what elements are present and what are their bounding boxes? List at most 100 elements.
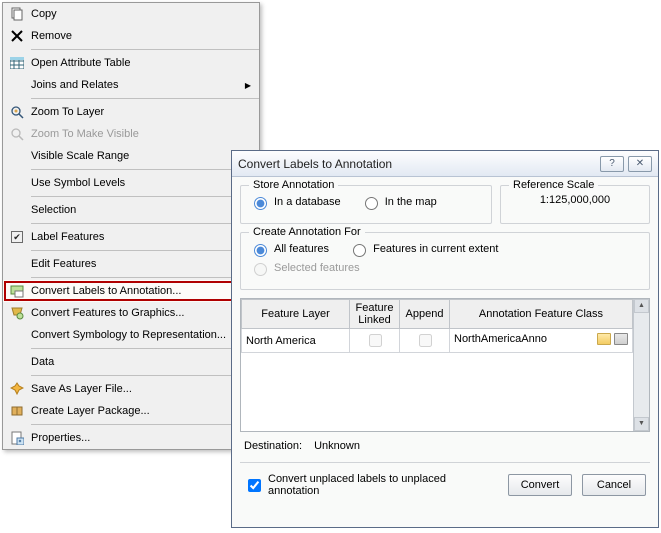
- menu-sep: [31, 250, 259, 251]
- create-annotation-for-group: Create Annotation For All features Featu…: [240, 232, 650, 290]
- radio-current-extent-label: Features in current extent: [373, 243, 498, 255]
- menu-copy-label: Copy: [31, 8, 251, 20]
- cell-feature-linked[interactable]: [350, 329, 400, 353]
- menu-data[interactable]: Data ▶: [3, 351, 259, 373]
- browse-icon[interactable]: [597, 333, 611, 345]
- menu-copy[interactable]: Copy: [3, 3, 259, 25]
- reference-scale-title: Reference Scale: [509, 179, 598, 191]
- menu-convert-features-to-graphics[interactable]: Convert Features to Graphics...: [3, 302, 259, 324]
- menu-properties-label: Properties...: [31, 432, 251, 444]
- properties-small-icon[interactable]: [614, 333, 628, 345]
- radio-all-features-label: All features: [274, 243, 329, 255]
- menu-open-attr-label: Open Attribute Table: [31, 57, 251, 69]
- reference-scale-group: Reference Scale 1:125,000,000: [500, 185, 650, 224]
- col-feature-layer: Feature Layer: [242, 300, 350, 329]
- cell-feature-layer: North America: [242, 329, 350, 353]
- radio-selected-features-label: Selected features: [274, 262, 360, 274]
- menu-use-symbol-levels[interactable]: Use Symbol Levels: [3, 172, 259, 194]
- layer-context-menu: Copy Remove Open Attribute Table Joins a…: [2, 2, 260, 450]
- menu-label-features[interactable]: ✔ Label Features: [3, 226, 259, 248]
- menu-sep: [31, 169, 259, 170]
- scroll-down-icon[interactable]: ▼: [634, 417, 649, 431]
- menu-create-layer-package[interactable]: Create Layer Package...: [3, 400, 259, 422]
- menu-remove-label: Remove: [31, 30, 251, 42]
- menu-sep: [31, 348, 259, 349]
- unplaced-label: Convert unplaced labels to unplaced anno…: [268, 473, 498, 497]
- radio-in-database[interactable]: In a database: [249, 194, 341, 210]
- menu-data-label: Data: [31, 356, 245, 368]
- properties-icon: [3, 431, 31, 445]
- divider: [240, 462, 650, 463]
- submenu-arrow-icon: ▶: [245, 81, 251, 90]
- feature-linked-checkbox: [369, 334, 382, 347]
- close-button[interactable]: ✕: [628, 156, 652, 172]
- menu-sep: [31, 98, 259, 99]
- dialog-title: Convert Labels to Annotation: [238, 157, 596, 171]
- remove-icon: [3, 30, 31, 42]
- zoom-icon: [3, 105, 31, 119]
- create-annotation-title: Create Annotation For: [249, 226, 365, 238]
- annotation-grid: Feature Layer Feature Linked Append Anno…: [240, 298, 650, 432]
- radio-all-features-input[interactable]: [254, 244, 267, 257]
- radio-current-extent[interactable]: Features in current extent: [348, 241, 498, 257]
- table-row[interactable]: North America NorthAmericaAnno: [242, 329, 633, 353]
- col-annotation-class: Annotation Feature Class: [450, 300, 633, 329]
- radio-in-database-label: In a database: [274, 196, 341, 208]
- menu-save-as-label: Save As Layer File...: [31, 383, 251, 395]
- help-button[interactable]: ?: [600, 156, 624, 172]
- destination-label: Destination:: [244, 440, 302, 452]
- menu-zoom-make-label: Zoom To Make Visible: [31, 128, 251, 140]
- radio-in-map-label: In the map: [385, 196, 437, 208]
- radio-current-extent-input[interactable]: [353, 244, 366, 257]
- radio-in-map-input[interactable]: [365, 197, 378, 210]
- menu-sep: [31, 375, 259, 376]
- menu-open-attribute-table[interactable]: Open Attribute Table: [3, 52, 259, 74]
- cell-append[interactable]: [400, 329, 450, 353]
- zoom-visible-icon: [3, 127, 31, 141]
- menu-zoom-make-visible: Zoom To Make Visible: [3, 123, 259, 145]
- unplaced-checkbox[interactable]: [248, 479, 261, 492]
- radio-in-database-input[interactable]: [254, 197, 267, 210]
- menu-sep: [31, 277, 259, 278]
- menu-convert-symbology-to-representation[interactable]: Convert Symbology to Representation...: [3, 324, 259, 346]
- table-icon: [3, 57, 31, 69]
- menu-zoom-to-layer[interactable]: Zoom To Layer: [3, 101, 259, 123]
- radio-in-map[interactable]: In the map: [360, 194, 437, 210]
- scroll-up-icon[interactable]: ▲: [634, 299, 649, 313]
- cell-annotation-class-text: NorthAmericaAnno: [454, 333, 547, 345]
- col-feature-linked: Feature Linked: [350, 300, 400, 329]
- menu-sep: [31, 223, 259, 224]
- menu-sep: [31, 196, 259, 197]
- append-checkbox: [419, 334, 432, 347]
- store-annotation-title: Store Annotation: [249, 179, 338, 191]
- radio-selected-features-input: [254, 263, 267, 276]
- menu-conv-feat-label: Convert Features to Graphics...: [31, 307, 251, 319]
- menu-remove[interactable]: Remove: [3, 25, 259, 47]
- menu-sep: [31, 424, 259, 425]
- menu-create-pkg-label: Create Layer Package...: [31, 405, 251, 417]
- package-icon: [3, 404, 31, 418]
- checked-icon: ✔: [3, 231, 31, 243]
- menu-selection[interactable]: Selection ▶: [3, 199, 259, 221]
- radio-all-features[interactable]: All features: [249, 241, 329, 257]
- convert-button[interactable]: Convert: [508, 474, 572, 496]
- menu-edit-features[interactable]: Edit Features ▶: [3, 253, 259, 275]
- menu-zoom-to-label: Zoom To Layer: [31, 106, 251, 118]
- copy-icon: [3, 7, 31, 21]
- convert-labels-dialog: Convert Labels to Annotation ? ✕ Store A…: [231, 150, 659, 528]
- menu-properties[interactable]: Properties...: [3, 427, 259, 449]
- dialog-titlebar[interactable]: Convert Labels to Annotation ? ✕: [232, 151, 658, 177]
- cell-annotation-class[interactable]: NorthAmericaAnno: [450, 329, 633, 353]
- menu-visible-scale-range[interactable]: Visible Scale Range ▶: [3, 145, 259, 167]
- menu-conv-sym-label: Convert Symbology to Representation...: [31, 329, 251, 341]
- menu-joins-relates[interactable]: Joins and Relates ▶: [3, 74, 259, 96]
- menu-joins-label: Joins and Relates: [31, 79, 245, 91]
- grid-scrollbar[interactable]: ▲ ▼: [633, 299, 649, 431]
- menu-conv-labels-label: Convert Labels to Annotation...: [31, 285, 251, 297]
- cancel-button[interactable]: Cancel: [582, 474, 646, 496]
- menu-convert-labels-to-annotation[interactable]: Convert Labels to Annotation...: [3, 280, 259, 302]
- save-icon: [3, 382, 31, 396]
- menu-save-as-layer-file[interactable]: Save As Layer File...: [3, 378, 259, 400]
- menu-sep: [31, 49, 259, 50]
- convert-labels-icon: [3, 284, 31, 298]
